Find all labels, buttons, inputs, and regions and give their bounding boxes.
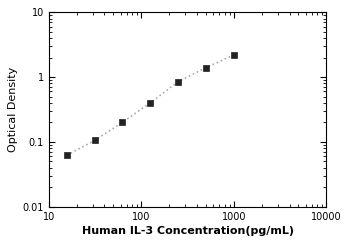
Y-axis label: Optical Density: Optical Density [8, 67, 18, 152]
X-axis label: Human IL-3 Concentration(pg/mL): Human IL-3 Concentration(pg/mL) [82, 226, 294, 236]
